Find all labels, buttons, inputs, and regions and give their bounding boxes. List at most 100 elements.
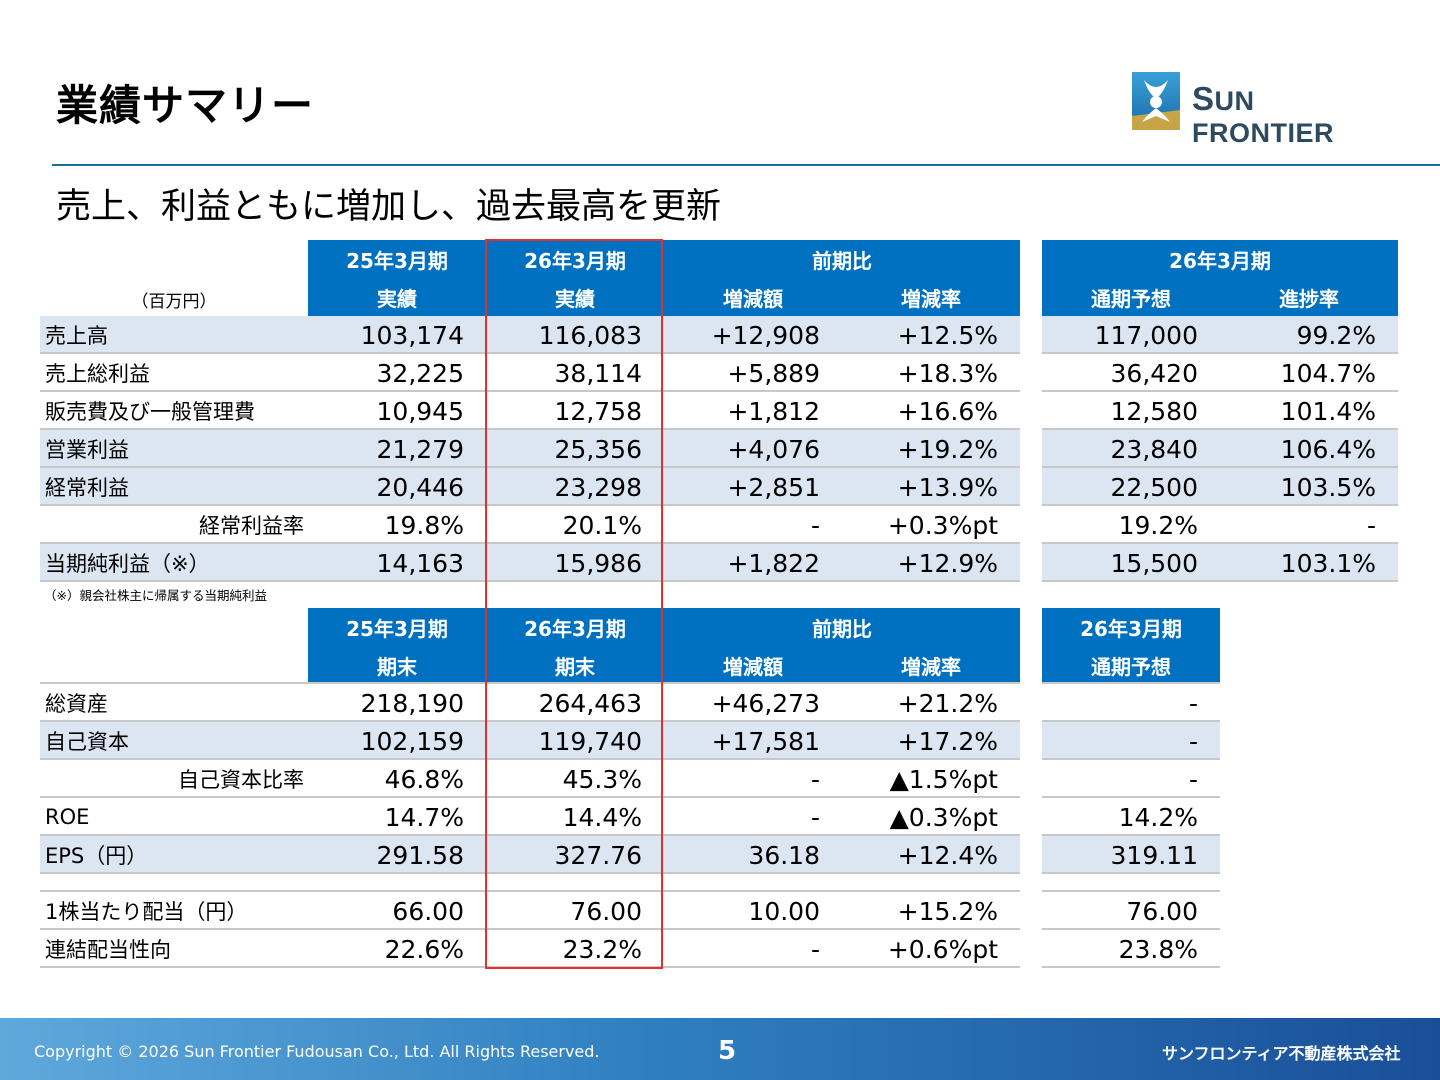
yoy-diff-value: +12,908 [711,320,820,350]
yoy-rate-value: ▲0.3%pt [889,802,998,832]
progress-value: 103.1% [1280,548,1376,578]
fy26-value: 12,758 [554,396,642,426]
table-row [40,544,1020,582]
yoy-rate-value: +19.2% [897,434,998,464]
table-row-plan [1042,506,1398,544]
fy26-value: 20.1% [562,510,642,540]
company-name: サンフロンティア不動産株式会社 [1162,1044,1401,1063]
row-label: EPS（円） [45,844,148,868]
progress-value: 99.2% [1296,320,1376,350]
fy26-value: 15,986 [554,548,642,578]
t2-header-yoy-rate: 増減率 [842,646,1020,684]
progress-value: 104.7% [1280,358,1376,388]
yoy-rate-value: ▲1.5%pt [889,764,998,794]
t2-header-fy26-sub: 期末 [486,646,664,684]
row-label: 経常利益 [45,476,129,500]
table-row [40,836,1020,874]
yoy-diff-value: 10.00 [748,896,820,926]
yoy-diff-value: +17,581 [711,726,820,756]
row-label: 売上総利益 [45,362,150,386]
yoy-diff-value: - [810,934,820,964]
sun-frontier-logo-icon [1132,72,1180,130]
fy26-value: 116,083 [538,320,642,350]
footer-bar [0,1018,1440,1080]
forecast-value: 23,840 [1110,434,1198,464]
row-label: ROE [45,805,90,829]
fy25-value: 22.6% [384,934,464,964]
table-row [40,760,1020,798]
table-row [40,316,1020,354]
t2-header-fy26: 26年3月期 [486,608,664,646]
fy25-value: 102,159 [360,726,464,756]
fy25-value: 20,446 [376,472,464,502]
fy25-value: 218,190 [360,688,464,718]
fy26-value: 119,740 [538,726,642,756]
fy26-value: 38,114 [554,358,642,388]
progress-value: 103.5% [1280,472,1376,502]
yoy-diff-value: - [810,510,820,540]
fy25-value: 21,279 [376,434,464,464]
unit-label: （百万円） [131,291,217,312]
row-label: 連結配当性向 [45,938,171,962]
yoy-rate-value: +12.4% [897,840,998,870]
row-label: 営業利益 [45,438,129,462]
table-row-plan [1042,798,1220,836]
row-label: 当期純利益（※） [45,552,210,576]
fy26-value: 23.2% [562,934,642,964]
yoy-rate-value: +0.6%pt [887,934,998,964]
fy26-value: 14.4% [562,802,642,832]
t1-header-fy25: 25年3月期 [308,240,486,278]
yoy-diff-value: +1,812 [727,396,820,426]
fy26-value: 25,356 [554,434,642,464]
table-row [40,430,1020,468]
table-row-plan [1042,316,1398,354]
yoy-rate-value: +21.2% [897,688,998,718]
table-row [40,798,1020,836]
copyright: Copyright © 2026 Sun Frontier Fudousan C… [34,1042,600,1061]
progress-value: 106.4% [1280,434,1376,464]
forecast-value: 23.8% [1118,934,1198,964]
yoy-diff-value: +1,822 [727,548,820,578]
t1-header-yoy-rate: 増減率 [842,278,1020,316]
fy26-value: 76.00 [570,896,642,926]
t2-header-fy25: 25年3月期 [308,608,486,646]
t1-header-fy25-sub: 実績 [308,278,486,316]
forecast-value: 319.11 [1110,840,1198,870]
fy26-value: 45.3% [562,764,642,794]
t1-header-yoy: 前期比 [664,240,1020,278]
company-logo: SUN FRONTIER [1132,72,1392,148]
table-row [40,722,1020,760]
row-label: 売上高 [45,324,108,348]
yoy-diff-value: +4,076 [727,434,820,464]
yoy-diff-value: 36.18 [748,840,820,870]
yoy-rate-value: +12.5% [897,320,998,350]
forecast-value: 36,420 [1110,358,1198,388]
fy25-value: 14.7% [384,802,464,832]
table-row-plan [1042,684,1220,722]
t2-header-plan: 26年3月期 [1042,608,1220,646]
page-number: 5 [718,1036,737,1066]
logo-wordmark: SUN FRONTIER [1192,80,1334,148]
table-row [40,506,1020,544]
forecast-value: 15,500 [1110,548,1198,578]
yoy-diff-value: +46,273 [711,688,820,718]
row-label: 自己資本 [45,730,129,754]
t2-header-yoy-diff: 増減額 [664,646,842,684]
yoy-rate-value: +15.2% [897,896,998,926]
table-row [40,354,1020,392]
table-spacer-row [40,874,1020,892]
table-row-plan [1042,544,1398,582]
table-row-plan [1042,430,1398,468]
fy25-value: 103,174 [360,320,464,350]
t1-header-plan: 26年3月期 [1042,240,1398,278]
fy25-value: 46.8% [384,764,464,794]
table-row-plan [1042,836,1220,874]
fy25-value: 14,163 [376,548,464,578]
yoy-rate-value: +12.9% [897,548,998,578]
t1-header-progress: 進捗率 [1220,278,1398,316]
table-row-plan [1042,468,1398,506]
row-label: 経常利益率 [199,514,304,538]
forecast-value: 14.2% [1118,802,1198,832]
progress-value: - [1366,510,1376,540]
yoy-diff-value: +5,889 [727,358,820,388]
